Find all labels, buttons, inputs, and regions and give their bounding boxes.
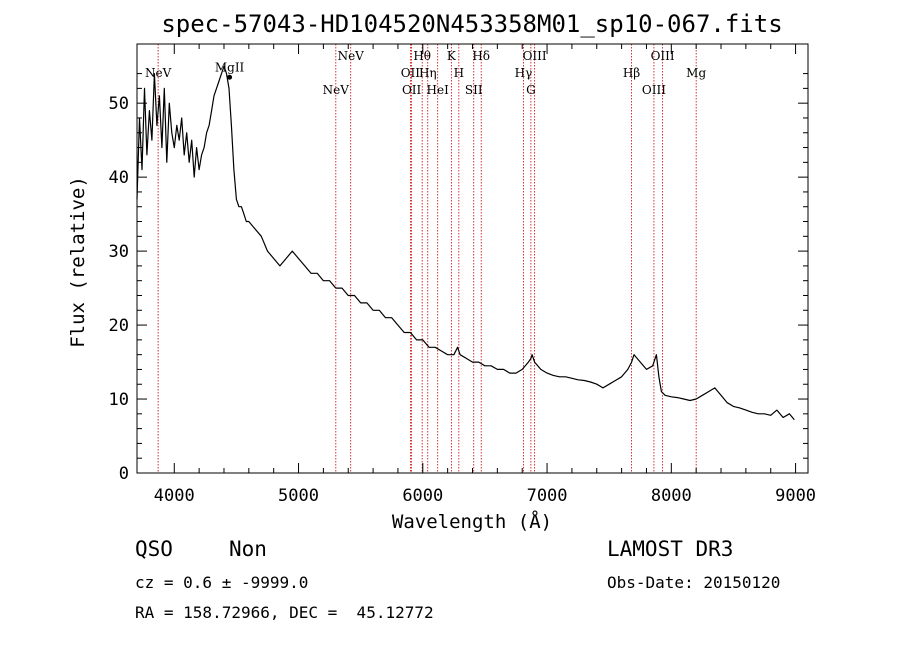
line-label: Hβ — [623, 66, 640, 80]
x-tick-label: 6000 — [402, 486, 443, 506]
line-label: G — [526, 83, 536, 97]
line-label: OII — [401, 66, 421, 80]
line-label: NeV — [145, 66, 172, 80]
observation-date: Obs-Date: 20150120 — [607, 573, 781, 592]
line-label: Mg — [686, 66, 706, 80]
line-label: OII — [402, 83, 422, 97]
emission-line-labels: NeVNeVNeVOIIOIIHθHηHeIKHSIIHδHγGOIIIHβOI… — [145, 49, 706, 97]
line-label: NeV — [338, 49, 365, 63]
line-label: Hγ — [515, 66, 533, 80]
line-label: K — [447, 49, 457, 63]
y-tick-label: 50 — [109, 94, 129, 114]
line-label: Hθ — [413, 49, 431, 63]
plot-frame — [136, 43, 809, 474]
x-tick-label: 7000 — [527, 486, 568, 506]
line-label: OIII — [642, 83, 666, 97]
redshift-cz: cz = 0.6 ± -9999.0 — [135, 573, 309, 592]
line-label: NeV — [323, 83, 350, 97]
line-label: H — [454, 66, 464, 80]
y-tick-label: 40 — [109, 168, 129, 188]
mgii-peak-label: MgII — [215, 60, 245, 74]
line-label: HeI — [427, 83, 450, 97]
x-tick-label: 9000 — [775, 486, 816, 506]
line-label: SII — [465, 83, 483, 97]
y-tick-label: 20 — [109, 316, 129, 336]
x-tick-label: 5000 — [278, 486, 319, 506]
emission-line-markers — [157, 44, 697, 473]
y-axis-label: Flux (relative) — [67, 176, 89, 348]
y-tick-label: 0 — [119, 464, 129, 484]
chart-title: spec-57043-HD104520N453358M01_sp10-067.f… — [161, 10, 782, 38]
spectrum-chart: spec-57043-HD104520N453358M01_sp10-067.f… — [67, 10, 816, 533]
object-class: QSO — [135, 537, 173, 561]
mgii-peak-marker — [227, 74, 233, 80]
y-tick-label: 30 — [109, 242, 129, 262]
x-tick-label: 8000 — [651, 486, 692, 506]
line-label: Hδ — [472, 49, 490, 63]
object-subclass: Non — [229, 537, 267, 561]
line-label: OIII — [523, 49, 547, 63]
y-tick-label: 10 — [109, 390, 129, 410]
line-label: Hη — [419, 66, 437, 80]
line-label: OIII — [651, 49, 675, 63]
sky-coordinates: RA = 158.72966, DEC = 45.12772 — [135, 603, 434, 622]
survey-name: LAMOST DR3 — [607, 537, 734, 561]
spectrum-line — [136, 65, 795, 421]
y-axis-ticks: 0 10 20 30 40 50 — [109, 73, 808, 484]
peak-annotation: MgII — [215, 60, 245, 80]
x-tick-label: 4000 — [154, 486, 195, 506]
x-axis-label: Wavelength (Å) — [392, 510, 552, 533]
x-axis-ticks: 4000 5000 6000 7000 8000 9000 — [154, 44, 816, 506]
